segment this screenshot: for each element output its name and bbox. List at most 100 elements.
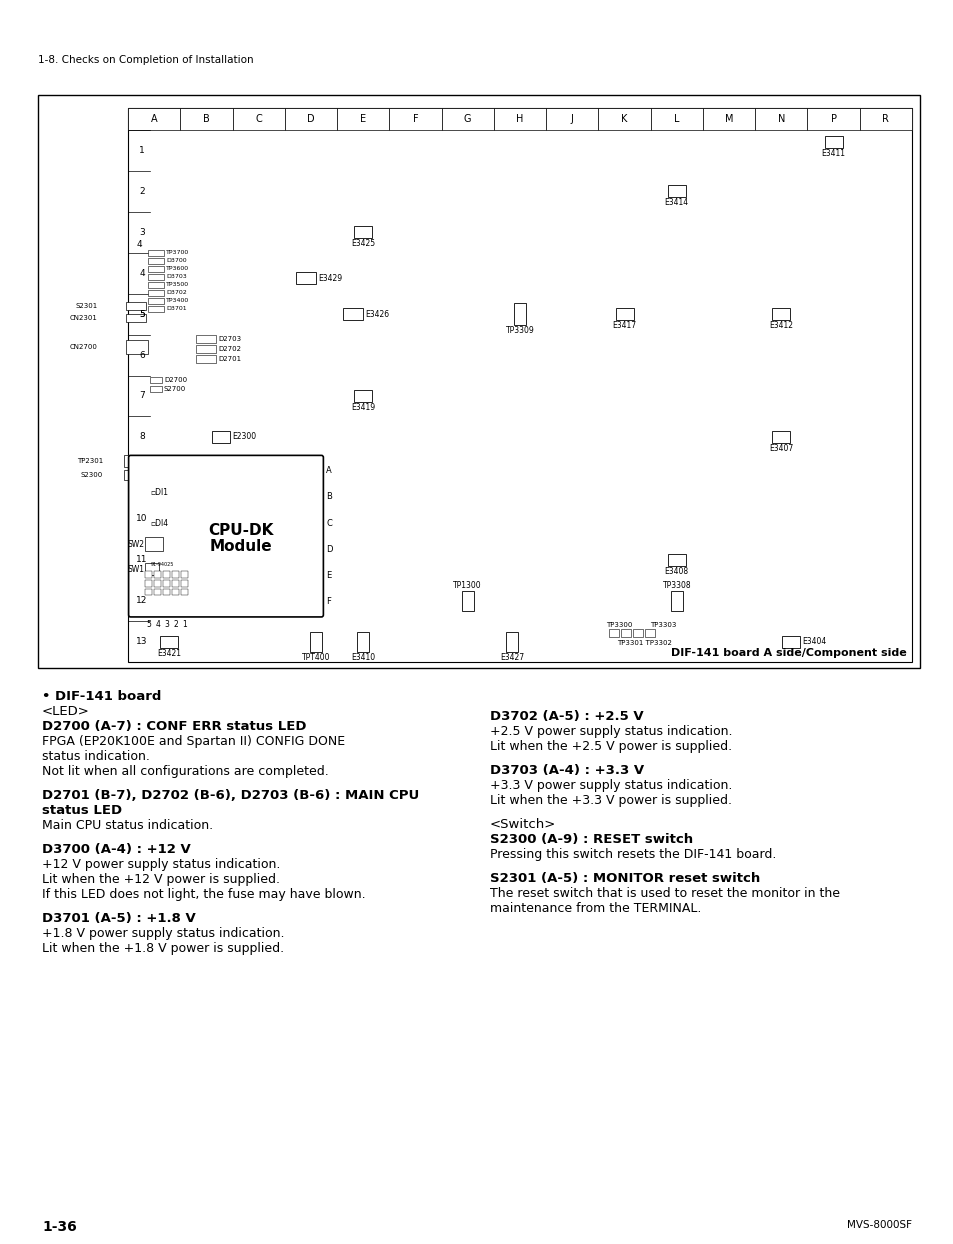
Text: MVS-8000SF: MVS-8000SF bbox=[846, 1220, 911, 1230]
Bar bbox=[196, 355, 216, 363]
Text: Lit when the +3.3 V power is supplied.: Lit when the +3.3 V power is supplied. bbox=[490, 794, 731, 807]
Text: CN2700: CN2700 bbox=[71, 343, 98, 350]
Bar bbox=[154, 581, 161, 587]
Bar bbox=[633, 629, 642, 637]
Bar bbox=[148, 306, 164, 312]
Text: E: E bbox=[360, 114, 366, 124]
Bar bbox=[354, 391, 372, 402]
Text: R: R bbox=[882, 114, 888, 124]
Text: Lit when the +2.5 V power is supplied.: Lit when the +2.5 V power is supplied. bbox=[490, 740, 731, 753]
Text: 11: 11 bbox=[136, 555, 148, 565]
Bar bbox=[336, 108, 389, 131]
Text: K: K bbox=[620, 114, 627, 124]
Text: Module: Module bbox=[210, 539, 272, 554]
Text: CPU-DK: CPU-DK bbox=[208, 522, 274, 537]
Text: ▫DI4: ▫DI4 bbox=[151, 519, 169, 527]
Bar bbox=[128, 108, 911, 662]
Bar bbox=[154, 571, 161, 578]
Text: E2300: E2300 bbox=[233, 433, 256, 442]
Bar bbox=[755, 108, 806, 131]
Text: TP3300: TP3300 bbox=[605, 622, 632, 628]
Bar bbox=[608, 629, 618, 637]
Text: E3425: E3425 bbox=[351, 239, 375, 249]
Bar bbox=[354, 226, 372, 239]
Bar bbox=[148, 282, 164, 287]
Text: SW1: SW1 bbox=[128, 565, 145, 573]
Text: G: G bbox=[463, 114, 471, 124]
Bar bbox=[310, 632, 321, 652]
Text: Main CPU status indication.: Main CPU status indication. bbox=[42, 819, 213, 832]
Text: Pressing this switch resets the DIF-141 board.: Pressing this switch resets the DIF-141 … bbox=[490, 848, 776, 861]
Text: 10: 10 bbox=[136, 514, 148, 524]
Text: D: D bbox=[326, 545, 333, 554]
Text: 1: 1 bbox=[139, 146, 145, 156]
Bar bbox=[650, 108, 702, 131]
Text: P: P bbox=[830, 114, 836, 124]
Text: DIF-141 board A side/Component side: DIF-141 board A side/Component side bbox=[671, 648, 906, 658]
Bar bbox=[180, 108, 233, 131]
Bar bbox=[598, 108, 650, 131]
Bar bbox=[172, 581, 179, 587]
Bar bbox=[356, 632, 369, 652]
Text: E3411: E3411 bbox=[821, 149, 844, 158]
Text: F: F bbox=[326, 597, 331, 606]
Bar bbox=[823, 137, 841, 148]
Text: TP3500: TP3500 bbox=[166, 282, 189, 287]
Text: D2700 (A-7) : CONF ERR status LED: D2700 (A-7) : CONF ERR status LED bbox=[42, 720, 306, 733]
Text: D3702: D3702 bbox=[166, 290, 187, 295]
Bar bbox=[145, 581, 152, 587]
Bar bbox=[124, 455, 136, 468]
Bar bbox=[772, 430, 789, 443]
Text: 7: 7 bbox=[139, 392, 145, 401]
Bar bbox=[160, 636, 178, 648]
Text: D3703: D3703 bbox=[166, 274, 187, 279]
Text: 5: 5 bbox=[139, 310, 145, 318]
Text: 13: 13 bbox=[136, 637, 148, 646]
Bar bbox=[181, 581, 188, 587]
Bar bbox=[163, 581, 170, 587]
Text: E3407: E3407 bbox=[768, 444, 793, 453]
Bar bbox=[128, 108, 180, 131]
Text: F: F bbox=[413, 114, 417, 124]
Text: 4: 4 bbox=[155, 620, 160, 629]
Text: S2301: S2301 bbox=[75, 304, 98, 309]
Text: E: E bbox=[326, 571, 332, 580]
Text: D3701 (A-5) : +1.8 V: D3701 (A-5) : +1.8 V bbox=[42, 912, 195, 926]
Bar bbox=[181, 588, 188, 595]
Bar bbox=[150, 377, 162, 383]
Text: 1-8. Checks on Completion of Installation: 1-8. Checks on Completion of Installatio… bbox=[38, 55, 253, 65]
Text: maintenance from the TERMINAL.: maintenance from the TERMINAL. bbox=[490, 902, 700, 916]
Text: L: L bbox=[674, 114, 679, 124]
Text: 5: 5 bbox=[146, 620, 151, 629]
Text: E3427: E3427 bbox=[499, 653, 523, 662]
Text: TPT400: TPT400 bbox=[301, 653, 330, 662]
Text: +2.5 V power supply status indication.: +2.5 V power supply status indication. bbox=[490, 725, 732, 738]
Bar bbox=[163, 571, 170, 578]
Text: 4: 4 bbox=[136, 240, 142, 249]
Bar bbox=[285, 108, 336, 131]
Bar bbox=[148, 250, 164, 256]
Bar bbox=[148, 290, 164, 296]
Bar bbox=[196, 345, 216, 353]
Text: TP2301: TP2301 bbox=[76, 459, 103, 464]
Bar bbox=[494, 108, 545, 131]
Text: D3700 (A-4) : +12 V: D3700 (A-4) : +12 V bbox=[42, 843, 191, 856]
Text: FPGA (EP20K100E and Spartan II) CONFIG DONE: FPGA (EP20K100E and Spartan II) CONFIG D… bbox=[42, 735, 345, 748]
Bar bbox=[514, 304, 525, 325]
Text: +12 V power supply status indication.: +12 V power supply status indication. bbox=[42, 858, 280, 871]
Text: 12: 12 bbox=[136, 596, 148, 605]
Text: 6: 6 bbox=[139, 351, 145, 360]
Text: If this LED does not light, the fuse may have blown.: If this LED does not light, the fuse may… bbox=[42, 888, 365, 901]
Text: C: C bbox=[326, 519, 332, 527]
Bar bbox=[145, 571, 152, 578]
Bar bbox=[163, 588, 170, 595]
Text: S2301 (A-5) : MONITOR reset switch: S2301 (A-5) : MONITOR reset switch bbox=[490, 872, 760, 884]
Text: status indication.: status indication. bbox=[42, 750, 150, 763]
Text: TP3700: TP3700 bbox=[166, 250, 189, 255]
Bar bbox=[172, 588, 179, 595]
Bar bbox=[670, 591, 682, 611]
Text: The reset switch that is used to reset the monitor in the: The reset switch that is used to reset t… bbox=[490, 887, 840, 899]
Bar bbox=[181, 571, 188, 578]
Text: B: B bbox=[326, 493, 332, 501]
Text: status LED: status LED bbox=[42, 804, 122, 817]
